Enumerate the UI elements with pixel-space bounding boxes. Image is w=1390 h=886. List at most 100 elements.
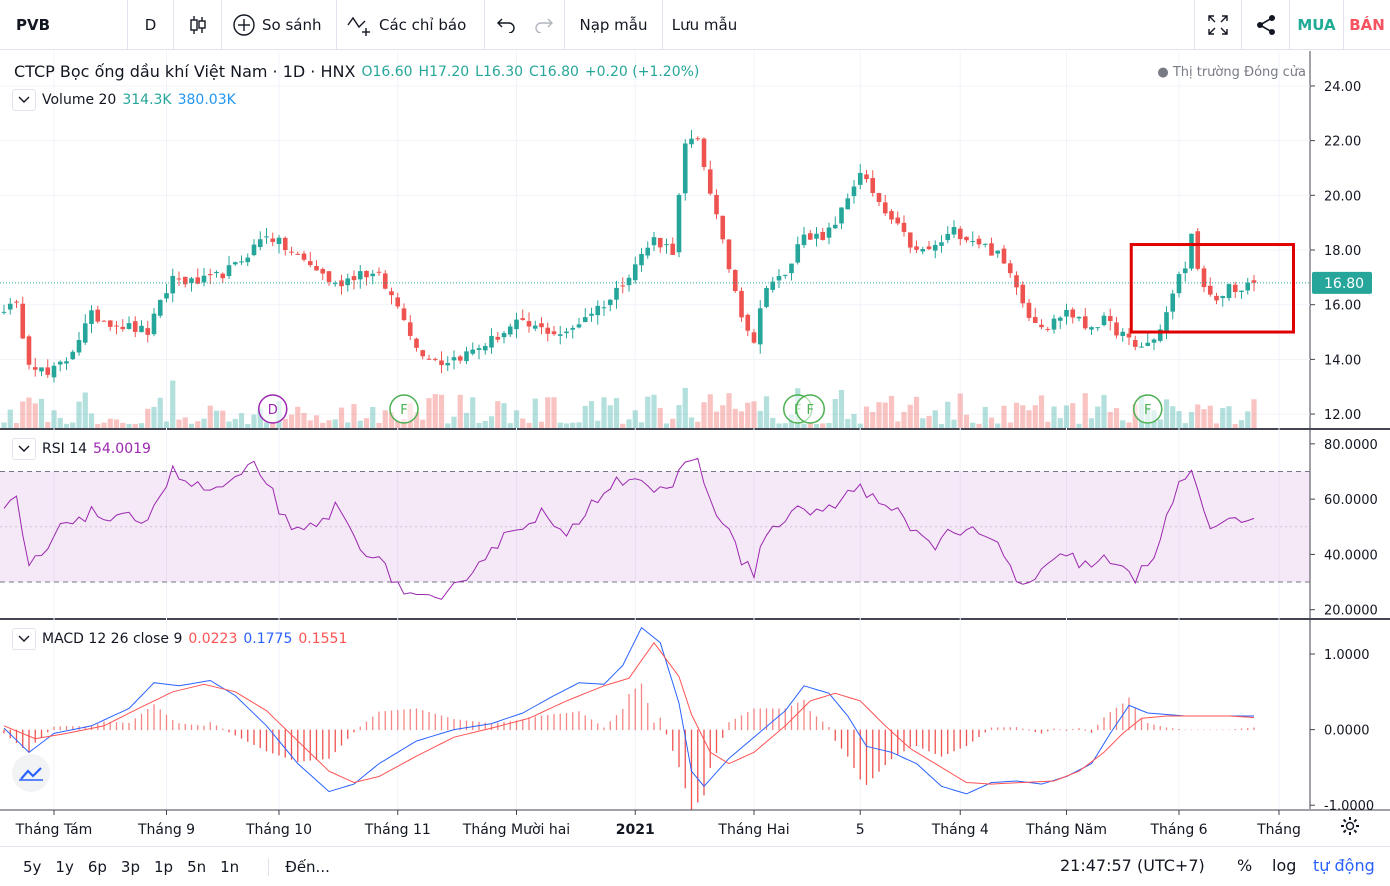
volume-bar [1045, 421, 1051, 428]
volume-bar [1051, 406, 1057, 428]
volume-bar [101, 422, 107, 428]
candle-body [514, 319, 519, 330]
candle-body [45, 367, 51, 375]
volume-bar [395, 420, 401, 428]
candle-body [720, 215, 726, 240]
time-tick-label: Tháng Mười hai [462, 822, 570, 838]
candle-body [1082, 316, 1088, 329]
volume-bar [763, 396, 770, 428]
candle-body [507, 326, 513, 335]
log-scale-toggle[interactable]: log [1272, 856, 1297, 875]
volume-bar [563, 423, 570, 428]
volume-bar [620, 423, 626, 428]
volume-bar [870, 411, 876, 428]
candle-body [264, 236, 269, 238]
collapse-button[interactable] [12, 89, 36, 111]
goto-date-button[interactable]: Đến... [268, 857, 330, 876]
candle-body [164, 293, 169, 299]
undo-redo-group [485, 0, 565, 50]
candle-body [595, 305, 601, 316]
percent-scale-toggle[interactable]: % [1237, 856, 1253, 875]
volume-bar [13, 423, 20, 428]
compare-button[interactable]: So sánh [222, 0, 337, 50]
candle-body [645, 247, 651, 256]
volume-bar [251, 414, 257, 428]
rsi-line [3, 457, 1255, 600]
candle-body [282, 237, 288, 251]
candle-body [520, 318, 526, 320]
symbol-search[interactable]: PVB [0, 0, 128, 50]
volume-bar [820, 423, 826, 428]
candle-body [307, 261, 313, 266]
range-button[interactable]: 5y [23, 857, 42, 876]
range-button[interactable]: 3p [120, 857, 140, 876]
range-button[interactable]: 1n [220, 857, 240, 876]
candle-body [1045, 328, 1051, 330]
chart-canvas[interactable]: DFFFF 24.0022.0020.0018.0016.0014.0012.0… [0, 51, 1390, 846]
event-marker [389, 394, 419, 424]
volume-bar [651, 394, 657, 428]
volume-bar [1013, 402, 1020, 428]
interval-button[interactable]: D [128, 0, 174, 50]
volume-bar [1007, 422, 1013, 428]
volume-bar [776, 423, 782, 428]
volume-bar [288, 414, 295, 428]
plus-circle-icon [232, 13, 256, 37]
candle-body [214, 271, 219, 274]
candle-body [401, 308, 407, 321]
volume-bar [307, 420, 313, 428]
volume-bar [745, 402, 751, 428]
candle-body [1214, 295, 1219, 301]
volume-bar [663, 423, 670, 428]
candle-body [545, 327, 551, 334]
load-template-button[interactable]: Nạp mẫu [565, 0, 663, 50]
candle-body [295, 253, 301, 255]
volume-bar [357, 420, 363, 428]
collapse-button[interactable] [12, 438, 36, 460]
candle-body [626, 277, 632, 286]
range-button[interactable]: 1p [154, 857, 174, 876]
candle-body [664, 244, 669, 246]
fullscreen-button[interactable] [1194, 0, 1242, 50]
candle-body [951, 227, 957, 235]
range-button[interactable]: 1y [55, 857, 74, 876]
indicators-button[interactable]: Các chỉ báo [337, 0, 485, 50]
volume-bar [757, 410, 763, 428]
candle-body [807, 233, 813, 240]
volume-bar [1026, 410, 1032, 428]
share-button[interactable] [1242, 0, 1290, 50]
tradingview-logo[interactable] [12, 754, 50, 792]
volume-bar [1220, 408, 1226, 428]
buy-button[interactable]: MUA [1290, 0, 1344, 50]
price-tick-label: 22.00 [1324, 135, 1361, 150]
redo-icon[interactable] [534, 17, 554, 33]
volume-bar [926, 415, 932, 428]
volume-bar [551, 397, 557, 428]
chart-type-button[interactable] [174, 0, 222, 50]
candle-body [1014, 275, 1019, 288]
volume-bar [645, 396, 651, 428]
candle-body [226, 265, 232, 277]
candle-body [695, 138, 701, 140]
volume-bar [888, 395, 895, 428]
settings-gear-icon[interactable] [1340, 816, 1360, 840]
volume-bar [1063, 405, 1070, 428]
sell-button[interactable]: BÁN [1349, 15, 1385, 34]
time-tick-label: Tháng Hai [717, 822, 789, 838]
volume-bar [1226, 406, 1232, 428]
volume-bar [851, 414, 857, 428]
candle-body [870, 178, 876, 193]
range-button[interactable]: 6p [87, 857, 107, 876]
auto-scale-toggle[interactable]: tự động [1313, 856, 1375, 875]
range-button[interactable]: 5n [187, 857, 207, 876]
volume-bars [1, 380, 1257, 428]
candle-body [876, 193, 882, 202]
volume-bar [501, 403, 507, 428]
volume-bar [332, 419, 338, 428]
volume-bar [245, 423, 251, 428]
collapse-button[interactable] [12, 628, 36, 650]
undo-icon[interactable] [496, 17, 516, 33]
save-template-button[interactable]: Lưu mẫu [671, 15, 738, 34]
volume-bar [1076, 423, 1082, 428]
volume-bar [188, 423, 195, 428]
